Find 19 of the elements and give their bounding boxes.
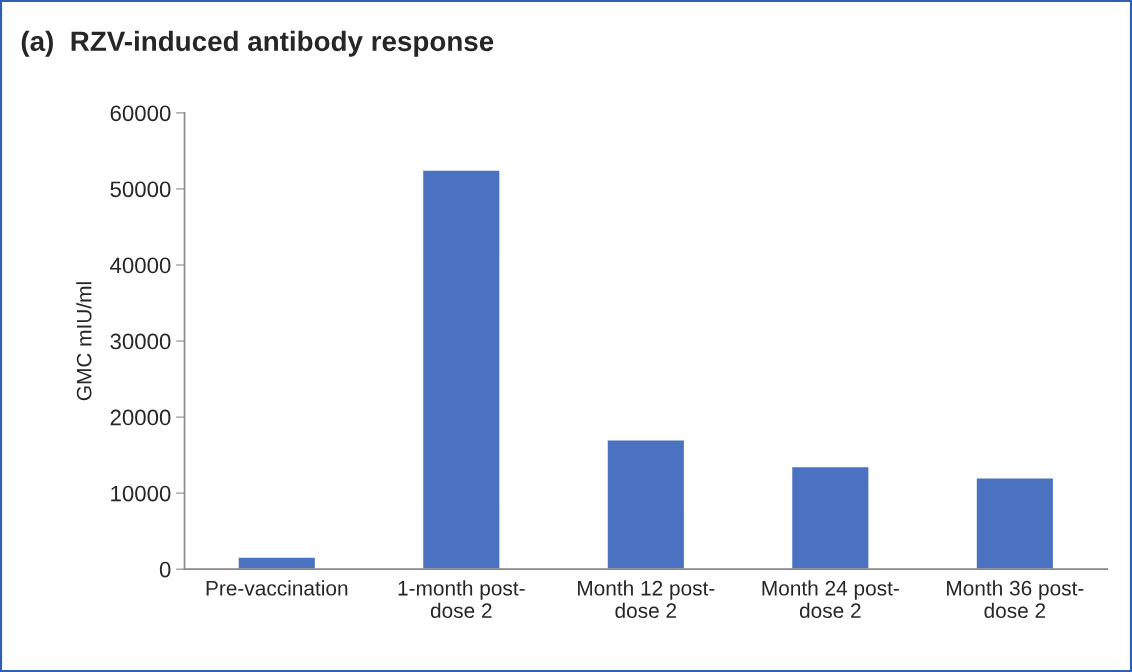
- bar: [606, 439, 686, 570]
- chart-title: (a) RZV-induced antibody response: [21, 30, 494, 57]
- y-tick-label: 0: [159, 561, 171, 578]
- bar: [790, 465, 870, 570]
- x-tick-label: 1-month post- dose 2: [398, 580, 525, 619]
- bar: [237, 556, 317, 570]
- x-tick-label: Pre-vaccination: [206, 580, 348, 596]
- x-tick-label: Month 36 post- dose 2: [947, 580, 1084, 619]
- y-tick-label: 20000: [110, 409, 171, 426]
- y-tick-label: 10000: [111, 485, 171, 502]
- y-tick-label: 60000: [110, 105, 171, 122]
- x-tick-label: Month 24 post- dose 2: [762, 580, 899, 619]
- y-tick-label: 30000: [110, 333, 171, 350]
- y-axis-title: GMC mIU/ml: [76, 282, 92, 401]
- bar: [975, 477, 1055, 570]
- bar: [421, 169, 501, 570]
- y-tick-label: 50000: [110, 181, 171, 198]
- y-tick-label: 40000: [110, 257, 171, 274]
- x-tick-label: Month 12 post- dose 2: [578, 580, 715, 619]
